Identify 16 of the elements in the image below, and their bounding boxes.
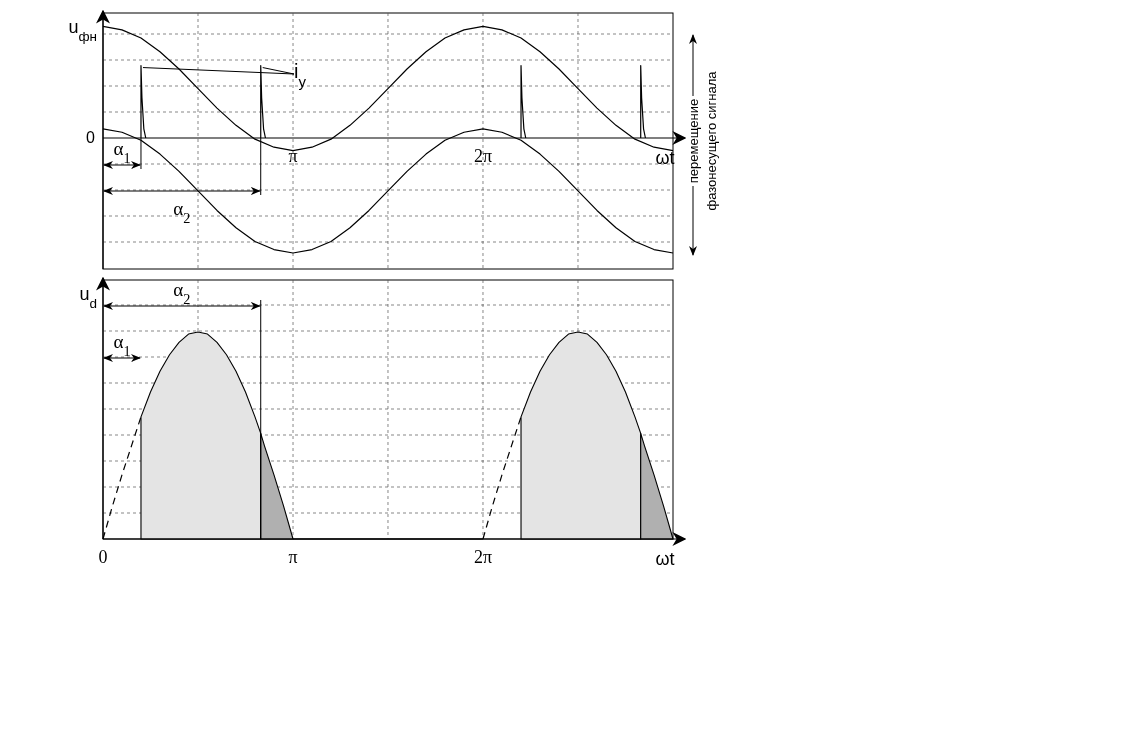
x-tick-label: π <box>288 146 298 166</box>
y-axis-title: u$_{d}$ <box>79 284 97 311</box>
x-tick-label: 2π <box>473 547 493 567</box>
x-axis-title: ωt <box>655 549 675 569</box>
x-tick-label: 0 <box>98 547 108 567</box>
text: α$_{2}$ <box>173 279 191 307</box>
text: 0 <box>86 129 96 146</box>
annotation: α$_{1}$ <box>113 331 131 359</box>
x-tick-label: 2π <box>473 146 493 166</box>
annotation: α$_{2}$ <box>173 198 191 226</box>
y-axis-title: u$_{фн}$ <box>68 17 97 44</box>
x-tick-label: π <box>288 547 298 567</box>
text: перемещение фазонесущего сигнала <box>686 70 719 211</box>
annotation: i$_{y}$ <box>294 60 307 90</box>
annotation: α$_{1}$ <box>113 138 131 166</box>
x-axis-title: ωt <box>655 148 675 168</box>
